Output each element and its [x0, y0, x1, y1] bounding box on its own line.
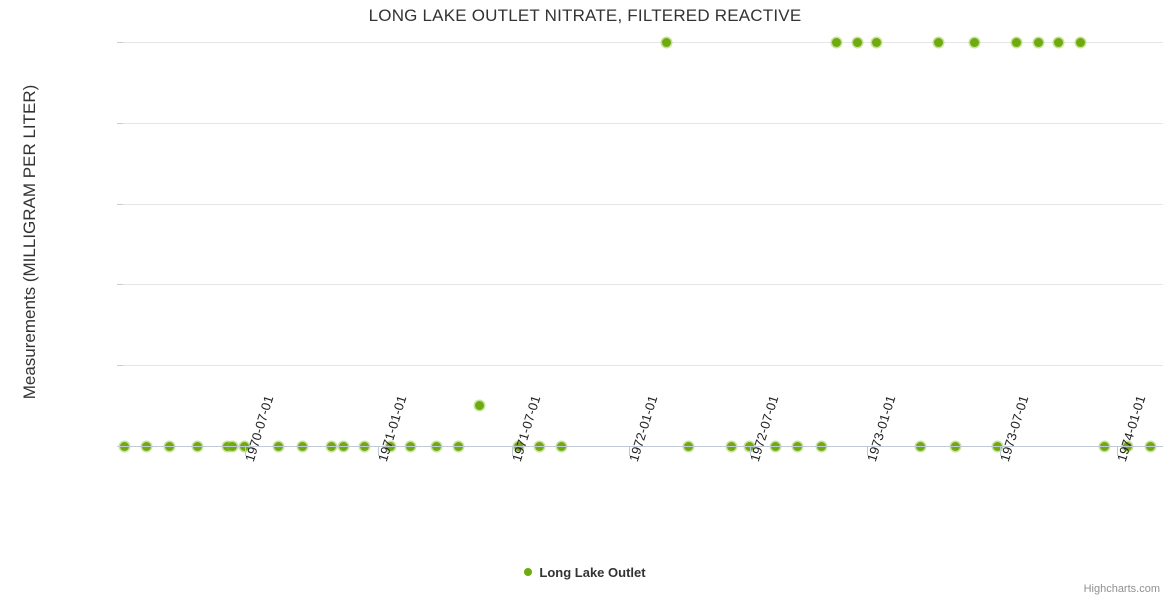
data-point[interactable] [969, 37, 979, 47]
x-axis-tick-mark [1000, 447, 1001, 456]
y-axis-title: Measurements (MILLIGRAM PER LITER) [20, 84, 39, 400]
legend-item-long-lake-outlet[interactable]: Long Lake Outlet [524, 565, 646, 580]
data-point[interactable] [933, 37, 943, 47]
gridline [123, 365, 1163, 367]
data-point[interactable] [831, 37, 841, 47]
x-axis-line [123, 446, 1163, 447]
x-axis-tick-mark [378, 447, 379, 456]
gridline [123, 203, 1163, 205]
gridline [123, 42, 1163, 43]
highcharts-credit-link[interactable]: Highcharts.com [1083, 583, 1160, 595]
legend-item-label: Long Lake Outlet [539, 565, 646, 580]
y-axis-tick-mark [117, 284, 123, 286]
y-axis-tick-mark [117, 42, 123, 43]
data-point[interactable] [1053, 37, 1063, 47]
x-axis-tick-mark [629, 447, 630, 456]
data-point[interactable] [871, 37, 881, 47]
x-axis-tick-mark [245, 447, 246, 456]
data-point[interactable] [1075, 37, 1085, 47]
data-point[interactable] [474, 401, 484, 411]
x-axis-tick-mark [1117, 447, 1118, 456]
data-point[interactable] [1011, 37, 1021, 47]
y-axis-tick-mark [117, 365, 123, 367]
x-axis-tick-mark [750, 447, 751, 456]
chart-legend: Long Lake Outlet [0, 564, 1170, 582]
gridline [123, 284, 1163, 286]
data-point[interactable] [852, 37, 862, 47]
y-axis-tick-mark [117, 203, 123, 205]
y-axis-tick-mark [117, 122, 123, 124]
x-axis-tick-mark [867, 447, 868, 456]
data-point[interactable] [661, 37, 671, 47]
chart-title: LONG LAKE OUTLET NITRATE, FILTERED REACT… [368, 6, 802, 25]
x-axis-tick-mark [512, 447, 513, 456]
plot-background [123, 42, 1163, 446]
legend-marker-icon [524, 568, 533, 576]
plot-area [119, 37, 1163, 451]
gridline [123, 122, 1163, 124]
y-axis-tick-mark [117, 446, 123, 447]
data-point[interactable] [1033, 37, 1043, 47]
